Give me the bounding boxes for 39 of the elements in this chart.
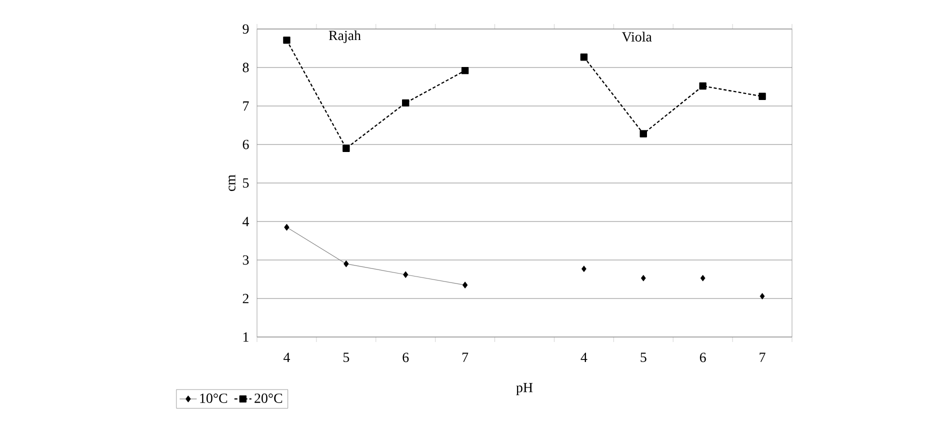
point: [283, 36, 290, 44]
x-axis-title: pH: [516, 382, 533, 396]
y-tick-label: 4: [242, 216, 250, 226]
point: [640, 130, 647, 138]
point: [342, 144, 350, 152]
y-tick-label: 8: [242, 62, 249, 72]
point: [284, 224, 290, 231]
y-tick-label: 3: [242, 255, 249, 265]
y-tick-label: 1: [243, 332, 248, 342]
x-tick-label: 6: [700, 352, 706, 362]
point: [640, 274, 646, 282]
point: [700, 274, 706, 282]
y-tick-label: 2: [242, 294, 248, 304]
x-tick-label: 7: [462, 352, 468, 362]
x-tick-label: 5: [343, 352, 350, 362]
y-tick-label: 7: [243, 101, 249, 111]
point: [758, 92, 766, 100]
x-tick-label: 7: [760, 352, 766, 362]
point: [461, 66, 469, 74]
point: [403, 271, 408, 278]
legend-label: 10°C: [200, 394, 228, 403]
annotation: Rajah: [328, 30, 361, 44]
x-tick-label: 6: [402, 352, 409, 362]
x-tick-label: 5: [640, 352, 646, 362]
y-tick-label: 5: [243, 178, 249, 188]
point: [581, 266, 586, 272]
point: [699, 82, 706, 90]
x-tick-label: 4: [580, 352, 588, 362]
y-tick-label: 9: [242, 24, 249, 34]
point: [462, 282, 468, 288]
annotation: Viola: [622, 32, 652, 42]
point: [402, 99, 410, 107]
point: [344, 260, 349, 268]
point: [760, 292, 765, 300]
x-tick-label: 4: [284, 352, 290, 362]
point: [580, 54, 588, 61]
y-axis-title: cm: [228, 174, 236, 191]
y-tick-label: 6: [242, 140, 249, 150]
legend-label: 20°C: [254, 394, 282, 403]
